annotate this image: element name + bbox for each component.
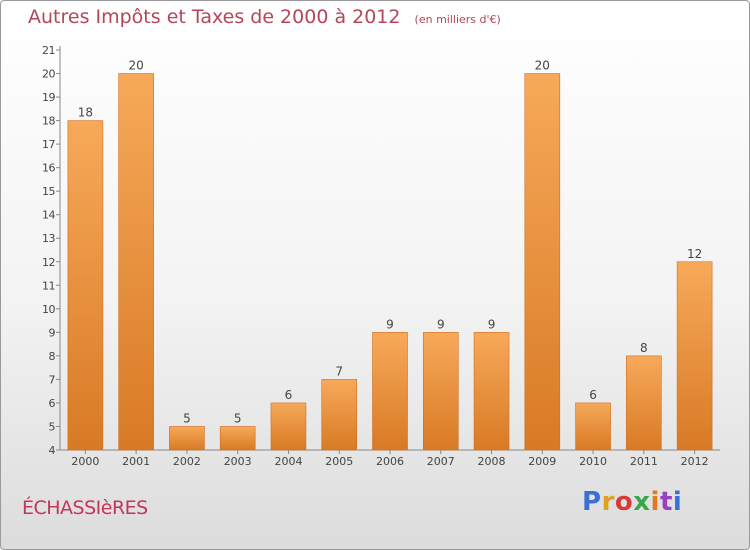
x-tick-label: 2007 <box>427 455 455 468</box>
bar <box>169 426 205 451</box>
bar-value-label: 20 <box>535 59 550 73</box>
logo-letter: o <box>614 487 634 517</box>
bar-value-label: 18 <box>78 106 93 120</box>
chart-unit: (en milliers d'€) <box>414 13 501 26</box>
y-tick-label: 21 <box>42 44 55 57</box>
y-tick-label: 5 <box>49 420 56 433</box>
logo-letter: i <box>650 487 660 517</box>
bar <box>118 73 154 451</box>
bar <box>372 332 408 451</box>
bar <box>422 332 459 451</box>
y-tick-label: 18 <box>42 115 55 128</box>
x-tick-label: 2002 <box>173 455 201 468</box>
bar-value-label: 9 <box>437 317 445 331</box>
x-tick-label: 2000 <box>71 455 99 468</box>
bar <box>575 402 611 451</box>
bar-value-label: 9 <box>386 317 394 331</box>
y-tick-label: 16 <box>42 162 55 175</box>
y-tick-label: 7 <box>49 373 56 386</box>
bar-value-label: 12 <box>687 247 702 261</box>
y-tick-label: 13 <box>42 232 55 245</box>
y-tick-label: 4 <box>49 444 56 457</box>
bar-value-label: 8 <box>640 341 648 355</box>
y-tick-label: 12 <box>42 256 55 269</box>
y-tick-label: 6 <box>49 397 56 410</box>
y-tick-label: 14 <box>42 209 55 222</box>
bar <box>321 379 358 451</box>
x-tick-label: 2003 <box>224 455 252 468</box>
bar-value-label: 5 <box>183 411 191 425</box>
x-tick-label: 2011 <box>630 455 658 468</box>
x-tick-label: 2001 <box>122 455 150 468</box>
bar <box>270 402 307 451</box>
logo-letter: r <box>601 487 615 517</box>
bar <box>626 355 662 451</box>
y-tick-label: 10 <box>42 303 55 316</box>
logo-letter: i <box>672 487 683 517</box>
bar-value-label: 20 <box>129 59 144 73</box>
chart-title-text: Autres Impôts et Taxes de 2000 à 2012 <box>28 6 401 28</box>
bar-value-label: 9 <box>488 317 496 331</box>
x-tick-label: 2004 <box>274 455 302 468</box>
x-tick-label: 2009 <box>528 455 556 468</box>
x-tick-label: 2012 <box>681 455 709 468</box>
x-tick-label: 2010 <box>579 455 607 468</box>
y-tick-label: 15 <box>42 185 55 198</box>
logo-letter: P <box>582 487 602 517</box>
logo-letter: x <box>633 487 651 517</box>
bar <box>524 73 561 451</box>
x-tick-label: 2006 <box>376 455 404 468</box>
bar <box>67 120 104 451</box>
proxiti-logo[interactable]: Proxiti <box>582 487 682 517</box>
y-tick-label: 17 <box>42 138 55 151</box>
bar <box>219 426 256 451</box>
bar <box>473 332 510 451</box>
bar <box>676 261 713 451</box>
commune-name: ÉCHASSIèRES <box>22 497 148 519</box>
bar-value-label: 6 <box>285 388 293 402</box>
bar-value-label: 5 <box>234 411 242 425</box>
x-tick-label: 2008 <box>478 455 506 468</box>
bar-value-label: 6 <box>589 388 597 402</box>
bar-value-label: 7 <box>335 364 343 378</box>
chart-title: Autres Impôts et Taxes de 2000 à 2012 (e… <box>28 6 501 28</box>
y-tick-label: 8 <box>49 350 56 363</box>
y-tick-label: 19 <box>42 91 55 104</box>
y-tick-label: 20 <box>42 68 55 81</box>
logo-letter: t <box>659 487 673 517</box>
y-tick-label: 9 <box>49 326 56 339</box>
x-tick-label: 2005 <box>325 455 353 468</box>
y-tick-label: 11 <box>42 279 55 292</box>
